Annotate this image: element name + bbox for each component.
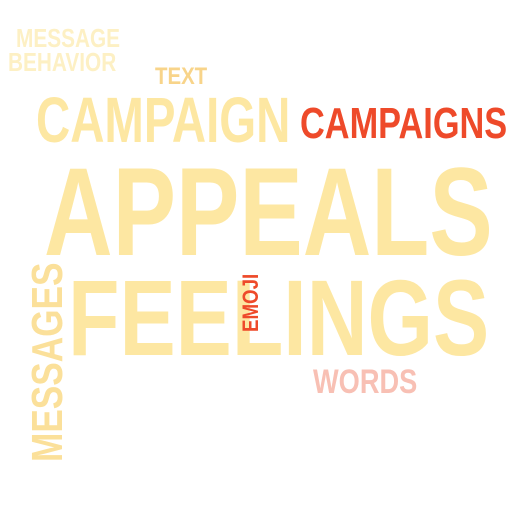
word-text: TEXT [155, 63, 208, 90]
word-message: MESSAGE [16, 23, 121, 53]
word-appeals: APPEALS [44, 143, 493, 282]
word-campaigns: CAMPAIGNS [300, 99, 508, 148]
word-feelings: FEELINGS [68, 257, 490, 378]
word-messages: MESSAGES [23, 262, 72, 462]
word-campaign: CAMPAIGN [36, 84, 291, 156]
word-behavior: BEHAVIOR [8, 47, 117, 77]
word-emoji: EMOJI [238, 273, 263, 332]
word-words: WORDS [313, 363, 418, 401]
